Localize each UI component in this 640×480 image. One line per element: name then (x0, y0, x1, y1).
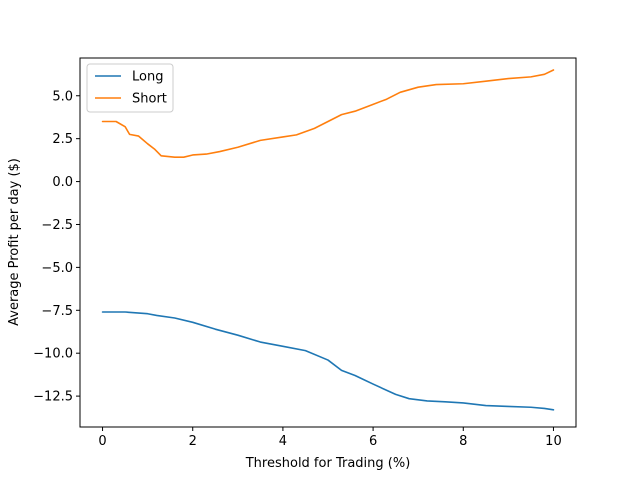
y-axis-title: Average Profit per day ($) (7, 158, 22, 326)
x-tick-label: 2 (189, 434, 197, 449)
y-tick-label: −5.0 (41, 261, 73, 276)
y-tick-label: −12.5 (33, 390, 73, 405)
y-tick-label: 0.0 (52, 175, 73, 190)
legend: Long Short (86, 63, 174, 113)
legend-label-long: Long (132, 70, 163, 85)
x-axis-title: Threshold for Trading (%) (245, 456, 411, 471)
x-axis: 0 2 4 6 8 10 (98, 427, 562, 449)
legend-label-short: Short (132, 92, 167, 107)
series-line-short (101, 69, 555, 158)
y-tick-label: −2.5 (41, 218, 73, 233)
plot-frame (79, 57, 577, 428)
y-tick-label: −10.0 (33, 347, 73, 362)
x-tick-label: 8 (459, 434, 467, 449)
y-tick-label: 2.5 (52, 132, 73, 147)
x-tick-label: 0 (98, 434, 106, 449)
y-tick-label: 5.0 (52, 89, 73, 104)
x-tick-label: 10 (545, 434, 562, 449)
y-axis: −12.5 −10.0 −7.5 −5.0 −2.5 0.0 2.5 5.0 (33, 89, 80, 405)
x-tick-label: 4 (279, 434, 287, 449)
plot-background (80, 58, 576, 427)
y-tick-label: −7.5 (41, 304, 73, 319)
series-layer (101, 69, 555, 411)
series-line-long (101, 311, 555, 411)
x-tick-label: 6 (369, 434, 377, 449)
